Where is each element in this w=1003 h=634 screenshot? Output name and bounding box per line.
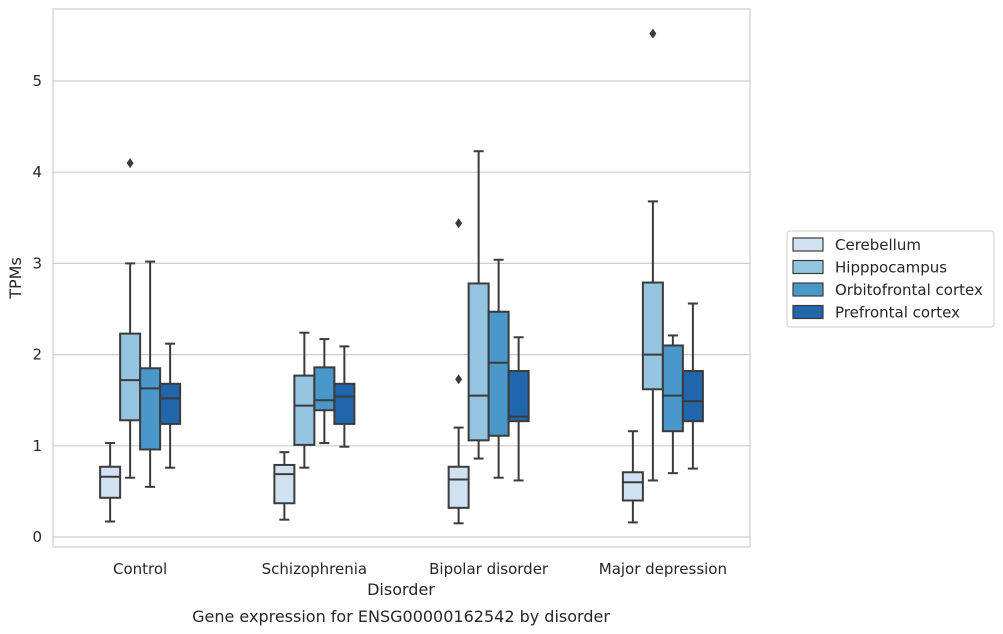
box-cerebellum [273,451,296,521]
x-tick-label: Schizophrenia [262,560,367,578]
x-tick-label: Major depression [599,560,727,578]
iqr-box [507,370,530,423]
y-tick-label: 5 [32,72,42,90]
y-tick-label: 4 [32,163,42,181]
outlier-point [649,28,657,39]
y-tick-labels: 0 1 2 3 4 5 [32,72,42,546]
x-tick-label: Bipolar disorder [429,560,549,578]
legend-label: Orbitofrontal cortex [835,281,983,299]
iqr-box [641,281,664,391]
legend-label: Prefrontal cortex [835,304,960,322]
y-tick-label: 1 [32,437,42,455]
legend-swatch [792,282,824,297]
iqr-box [467,282,490,442]
box-hipppocampus [467,150,490,460]
box-prefrontal-cortex [681,302,704,470]
iqr-box [333,382,356,425]
box-cerebellum [99,442,122,523]
box-orbitofrontal-cortex [487,258,510,479]
y-tick-label: 3 [32,254,42,272]
box-prefrontal-cortex [507,336,530,482]
outlier-point [126,158,134,169]
iqr-box [119,332,142,422]
iqr-box [621,471,644,502]
box-cerebellum [621,430,644,524]
x-axis-label: Disorder [367,580,435,599]
box-hipppocampus [293,331,316,469]
legend-swatch [792,237,824,252]
legend: Cerebellum Hipppocampus Orbitofrontal cort… [786,230,995,328]
legend-swatch [792,259,824,275]
iqr-box [313,366,336,412]
x-tick-label: Control [113,560,167,578]
box-hipppocampus [641,28,664,482]
box-orbitofrontal-cortex [139,260,162,488]
legend-swatch [792,304,824,320]
iqr-box [159,382,182,425]
iqr-box [681,370,704,423]
y-axis-label: TPMs [6,257,25,300]
iqr-box [293,374,316,446]
iqr-box [99,465,122,499]
outlier-point [455,374,463,385]
y-tick-label: 2 [32,346,42,364]
iqr-box [661,344,684,433]
box-prefrontal-cortex [333,345,356,448]
iqr-box [487,310,510,437]
iqr-box [139,367,162,451]
iqr-box [447,465,470,509]
box-orbitofrontal-cortex [661,334,684,475]
x-tick-labels: Control Schizophrenia Bipolar disorder Majo… [113,560,727,578]
legend-label: Cerebellum [835,236,921,254]
iqr-box [273,463,296,505]
legend-frame [786,230,995,328]
box-cerebellum [447,218,470,525]
y-tick-label: 0 [32,528,42,546]
outlier-point [455,218,463,229]
box-hipppocampus [119,158,142,479]
box-layer [99,28,704,525]
legend-label: Hipppocampus [835,259,947,277]
box-prefrontal-cortex [159,342,182,469]
chart-caption: Gene expression for ENSG00000162542 by d… [192,607,610,626]
plot-area-frame [52,8,751,548]
